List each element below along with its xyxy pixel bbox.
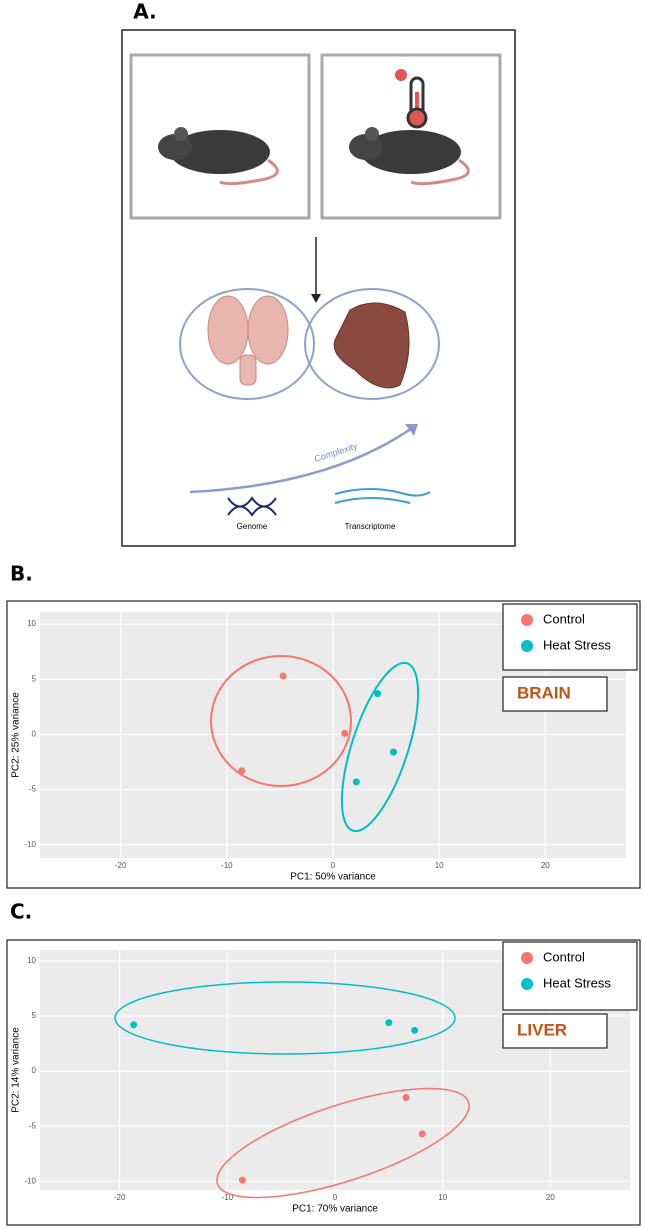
x-tick-label: 10 <box>438 1193 447 1202</box>
point <box>238 1176 246 1184</box>
x-tick-label: -20 <box>114 1193 126 1202</box>
chart: B. -20 -10 0 10 20 -10 -5 0 5 10 PC1: 50% variance P… <box>6 562 641 889</box>
y-tick-label: 0 <box>32 730 37 739</box>
panel-a-frame <box>121 29 516 547</box>
panel-label: A. <box>133 0 156 24</box>
liver-icon <box>333 302 410 389</box>
y-tick-label: 10 <box>27 619 36 628</box>
point <box>352 778 360 786</box>
point <box>390 748 398 756</box>
legend-label: Heat Stress <box>543 637 611 652</box>
complexity-arrow-head <box>405 424 418 436</box>
x-tick-label: 20 <box>541 861 550 870</box>
x-tick-label: 10 <box>435 861 444 870</box>
heat-box <box>320 53 502 220</box>
annotation: LIVER <box>517 1020 567 1039</box>
chart: C. -20 -10 0 10 20 -10 -5 0 5 10 PC1: 70% variance P… <box>6 900 641 1226</box>
thermometer-icon <box>395 69 428 129</box>
y-tick-label: -10 <box>24 1176 36 1185</box>
transcriptome-label: Transcriptome <box>345 522 396 531</box>
y-tick-label: -5 <box>29 785 37 794</box>
brain-icon <box>207 295 289 386</box>
legend-marker <box>521 978 533 990</box>
legend-marker <box>521 952 533 964</box>
control-box <box>129 53 311 220</box>
points <box>130 1019 426 1184</box>
rna-icon <box>334 488 431 504</box>
mouse-control <box>158 127 279 186</box>
x-tick-label: -10 <box>222 1193 234 1202</box>
annotation-frame <box>502 676 608 712</box>
x-tick-label: -10 <box>221 861 233 870</box>
liver-circle <box>304 288 440 400</box>
legend-label: Heat Stress <box>543 975 611 990</box>
panel-label: C. <box>10 900 32 924</box>
point <box>238 767 246 775</box>
point <box>341 729 349 737</box>
legend: Control Heat Stress LIVER <box>502 941 638 1049</box>
y-axis-label: PC2: 25% variance <box>11 692 22 778</box>
y-axis-label: PC2: 14% variance <box>11 1027 22 1113</box>
legend: Control Heat Stress BRAIN <box>502 603 638 712</box>
y-tick-label: -10 <box>24 840 36 849</box>
brain-circle <box>179 288 315 400</box>
x-axis-label: PC1: 70% variance <box>292 1204 378 1215</box>
point <box>385 1019 393 1027</box>
y-tick-label: 5 <box>32 674 37 683</box>
point <box>418 1130 426 1138</box>
point <box>402 1094 410 1102</box>
x-tick-label: -20 <box>115 861 127 870</box>
point <box>374 690 382 698</box>
points <box>238 672 398 786</box>
legend-marker <box>521 640 533 652</box>
ellipses <box>114 981 470 1199</box>
x-tick-label: 20 <box>546 1193 555 1202</box>
point <box>411 1026 419 1034</box>
panel-label: B. <box>10 562 33 586</box>
dna-icon <box>227 496 277 517</box>
arrow-head <box>311 294 321 303</box>
legend-marker <box>521 614 533 626</box>
x-tick-label: 0 <box>331 861 336 870</box>
complexity-arrow <box>189 426 413 494</box>
x-axis-label: PC1: 50% variance <box>290 872 376 883</box>
y-tick-label: 5 <box>32 1011 37 1020</box>
y-tick-label: 10 <box>27 956 36 965</box>
point <box>279 672 287 680</box>
mouse-heat <box>349 127 470 186</box>
point <box>130 1021 138 1029</box>
x-tick-label: 0 <box>333 1193 338 1202</box>
ellipses <box>210 655 420 833</box>
genome-label: Genome <box>237 522 268 531</box>
annotation: BRAIN <box>517 683 571 702</box>
legend-label: Control <box>543 611 585 626</box>
legend-label: Control <box>543 949 585 964</box>
y-tick-label: 0 <box>32 1066 37 1075</box>
annotation-frame <box>502 1013 608 1049</box>
y-tick-label: -5 <box>29 1121 37 1130</box>
